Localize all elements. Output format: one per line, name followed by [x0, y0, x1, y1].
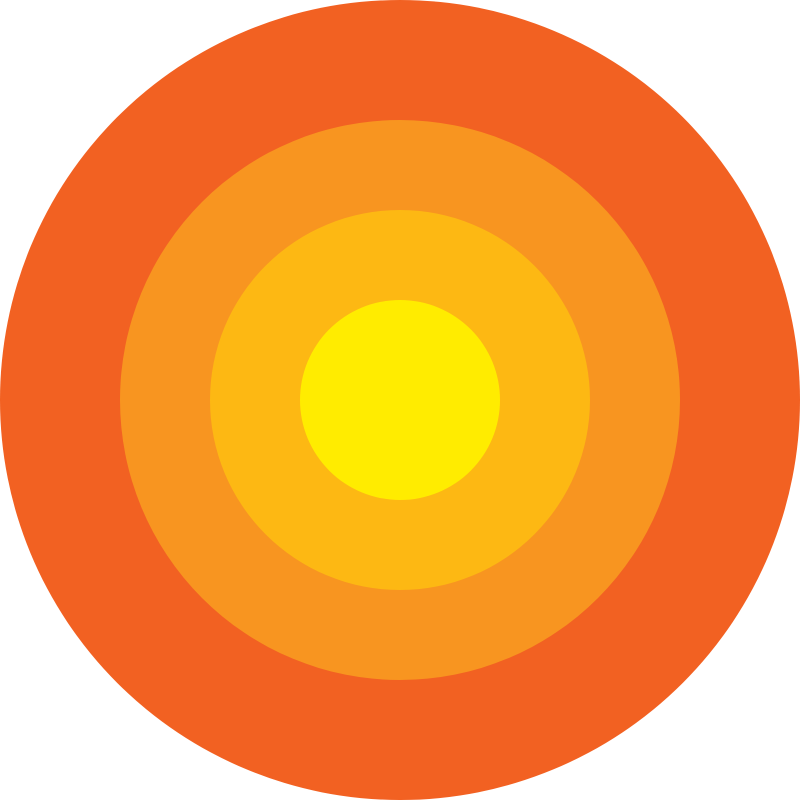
concentric-circles-diagram: [0, 0, 800, 800]
ring-inner: [300, 300, 500, 500]
